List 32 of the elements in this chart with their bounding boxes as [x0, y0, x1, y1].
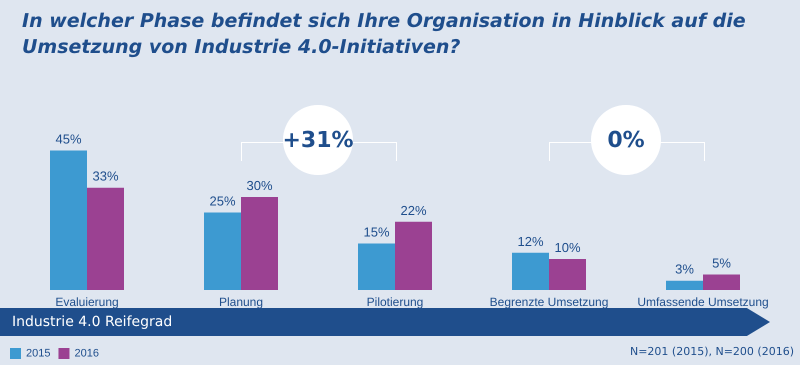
- data-label: 30%: [246, 178, 273, 193]
- text: Industrie 4.0 Reifegrad: [0, 308, 770, 336]
- data-label: 12%: [517, 234, 544, 249]
- legend-label: 2015: [26, 348, 50, 360]
- annotation: +31%: [282, 105, 354, 175]
- x-tick-label: Evaluierung: [55, 295, 119, 309]
- bar: [204, 212, 241, 290]
- bar: [50, 150, 87, 290]
- x-tick-label: Umfassende Umsetzung: [637, 295, 769, 309]
- bar: [666, 280, 703, 290]
- bar: [358, 244, 395, 290]
- data-label: 10%: [554, 240, 581, 255]
- annotation: 0%: [591, 105, 661, 175]
- bar: [512, 252, 549, 290]
- x-tick-label: Begrenzte Umsetzung: [490, 295, 608, 309]
- data-label: 15%: [363, 224, 390, 240]
- chart-title: In welcher Phase befindet sich Ihre Organisation in Hinblick auf die Umsetzung von Industrie 4.0-Initiativen?: [22, 9, 747, 60]
- data-label: 3%: [675, 262, 694, 277]
- data-label: 33%: [92, 168, 119, 184]
- data-label: 25%: [209, 194, 236, 208]
- bar: [241, 197, 278, 290]
- bar: [395, 222, 432, 290]
- data-label: 22%: [400, 202, 427, 218]
- text: N=201 (2015), N=200 (2016): [630, 345, 794, 358]
- data-label: 45%: [55, 132, 82, 146]
- data-label: 5%: [712, 256, 732, 270]
- x-tick-label: Pilotierung: [366, 295, 424, 309]
- bar: [703, 274, 740, 290]
- bar: [549, 259, 586, 290]
- x-tick-label: Planung: [218, 295, 264, 309]
- legend-label: 2016: [74, 348, 99, 360]
- bar: [87, 188, 124, 290]
